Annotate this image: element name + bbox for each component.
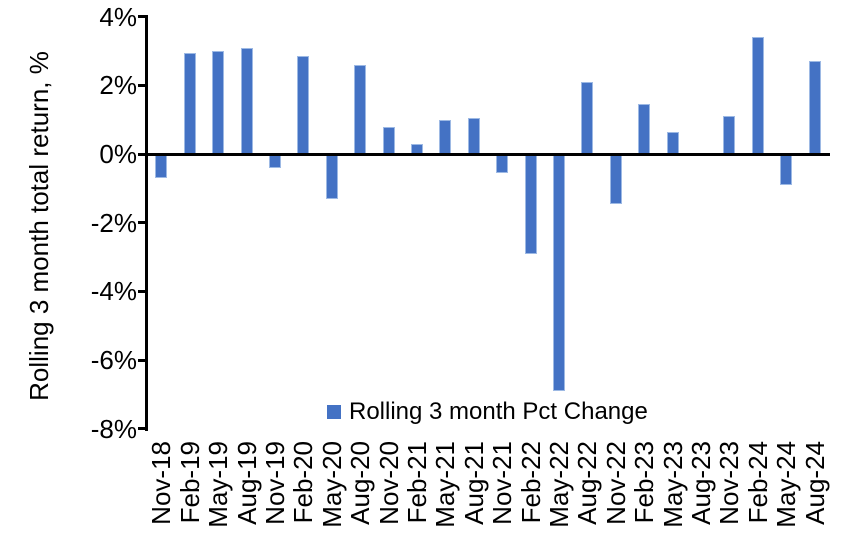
x-tick-label-Nov-18: Nov-18 bbox=[146, 441, 177, 525]
x-tick-label-May-23: May-23 bbox=[657, 441, 688, 528]
x-tick-label-Nov-23: Nov-23 bbox=[714, 441, 745, 525]
bar-May-22 bbox=[552, 154, 565, 391]
y-tick-mark bbox=[138, 427, 147, 431]
x-tick-label-Aug-21: Aug-21 bbox=[458, 441, 489, 525]
y-tick-label-4: 4% bbox=[99, 1, 137, 32]
x-tick-label-May-21: May-21 bbox=[430, 441, 461, 528]
x-axis-zero-line bbox=[145, 152, 830, 156]
bar-Aug-24 bbox=[808, 61, 821, 154]
x-tick-label-Feb-22: Feb-22 bbox=[515, 441, 546, 524]
bar-May-19 bbox=[212, 50, 225, 154]
bar-Aug-22 bbox=[581, 81, 594, 154]
x-tick-label-Feb-23: Feb-23 bbox=[629, 441, 660, 524]
bar-Aug-21 bbox=[467, 117, 480, 154]
bar-Nov-21 bbox=[496, 154, 509, 173]
x-tick-label-Feb-24: Feb-24 bbox=[742, 441, 773, 524]
bar-Nov-19 bbox=[268, 154, 281, 168]
bar-Feb-19 bbox=[183, 52, 196, 154]
y-tick-label--8: -8% bbox=[90, 413, 137, 444]
y-tick-mark bbox=[138, 358, 147, 362]
bar-May-23 bbox=[666, 131, 679, 154]
y-tick-label--6: -6% bbox=[90, 345, 137, 376]
x-tick-label-Feb-21: Feb-21 bbox=[401, 441, 432, 524]
x-tick-label-Feb-20: Feb-20 bbox=[288, 441, 319, 524]
y-tick-mark bbox=[138, 83, 147, 87]
y-axis-title: Rolling 3 month total return, % bbox=[24, 51, 54, 401]
legend-label: Rolling 3 month Pct Change bbox=[349, 398, 648, 425]
x-tick-label-Nov-19: Nov-19 bbox=[259, 441, 290, 525]
bar-Nov-20 bbox=[382, 126, 395, 154]
y-axis-line bbox=[145, 15, 148, 431]
bar-Feb-23 bbox=[638, 104, 651, 154]
bar-May-20 bbox=[325, 154, 338, 199]
bar-Feb-22 bbox=[524, 154, 537, 254]
y-tick-label--2: -2% bbox=[90, 207, 137, 238]
y-tick-mark bbox=[138, 289, 147, 293]
legend-swatch-icon bbox=[327, 405, 341, 419]
x-tick-label-Aug-24: Aug-24 bbox=[799, 441, 830, 525]
x-tick-label-Aug-20: Aug-20 bbox=[345, 441, 376, 525]
bar-Aug-19 bbox=[240, 47, 253, 154]
bar-May-21 bbox=[439, 119, 452, 154]
y-tick-mark bbox=[138, 221, 147, 225]
bar-Aug-20 bbox=[354, 64, 367, 154]
x-tick-label-Nov-22: Nov-22 bbox=[600, 441, 631, 525]
x-tick-label-Aug-22: Aug-22 bbox=[572, 441, 603, 525]
x-tick-label-Nov-21: Nov-21 bbox=[487, 441, 518, 525]
y-tick-label--4: -4% bbox=[90, 276, 137, 307]
bar-Feb-20 bbox=[297, 56, 310, 154]
x-tick-label-Aug-23: Aug-23 bbox=[685, 441, 716, 525]
x-tick-label-Feb-19: Feb-19 bbox=[174, 441, 205, 524]
y-tick-label-2: 2% bbox=[99, 70, 137, 101]
y-tick-mark bbox=[138, 152, 147, 156]
x-tick-label-May-24: May-24 bbox=[771, 441, 802, 528]
y-tick-mark bbox=[138, 15, 147, 19]
x-tick-label-May-19: May-19 bbox=[203, 441, 234, 528]
x-tick-label-Nov-20: Nov-20 bbox=[373, 441, 404, 525]
x-tick-label-May-22: May-22 bbox=[543, 441, 574, 528]
bar-Nov-22 bbox=[609, 154, 622, 204]
bar-Nov-18 bbox=[155, 154, 168, 179]
x-tick-label-May-20: May-20 bbox=[316, 441, 347, 528]
legend: Rolling 3 month Pct Change bbox=[327, 399, 648, 425]
x-tick-label-Aug-19: Aug-19 bbox=[231, 441, 262, 525]
y-tick-label-0: 0% bbox=[99, 139, 137, 169]
bar-Nov-23 bbox=[723, 116, 736, 154]
bar-May-24 bbox=[780, 154, 793, 185]
bar-Feb-24 bbox=[751, 37, 764, 154]
